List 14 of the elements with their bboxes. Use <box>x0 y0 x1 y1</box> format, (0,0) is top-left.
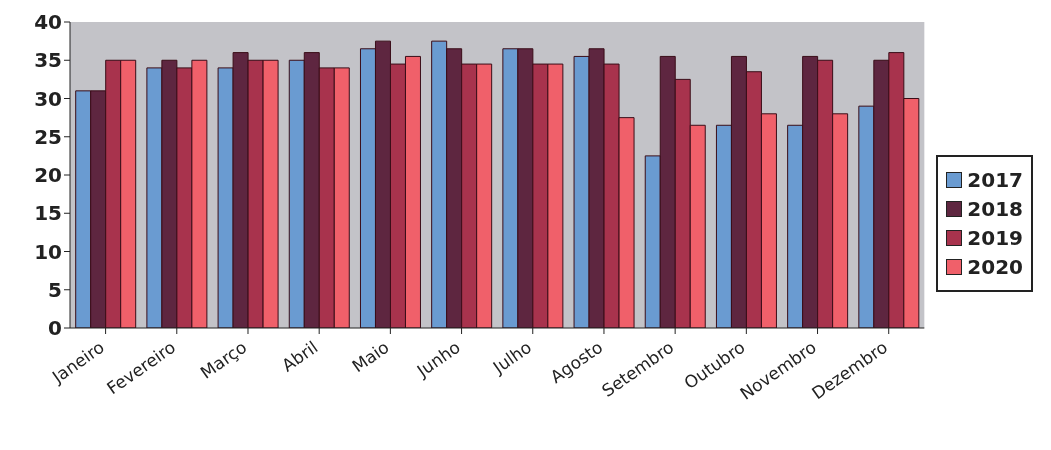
legend-label: 2018 <box>967 196 1023 221</box>
legend-label: 2020 <box>967 254 1023 279</box>
y-tick-label: 10 <box>34 239 62 264</box>
legend-label: 2017 <box>967 167 1023 192</box>
y-tick-label: 20 <box>34 163 62 188</box>
y-tick-label: 40 <box>34 10 62 35</box>
legend-label: 2019 <box>967 225 1023 250</box>
y-tick-label: 25 <box>34 124 62 149</box>
y-tick-label: 30 <box>34 86 62 111</box>
y-tick-label: 15 <box>34 201 62 226</box>
y-tick-label: 35 <box>34 48 62 73</box>
y-tick-label: 5 <box>48 277 62 302</box>
y-tick-label: 0 <box>48 316 62 341</box>
x-tick-label: Maio <box>348 336 393 377</box>
